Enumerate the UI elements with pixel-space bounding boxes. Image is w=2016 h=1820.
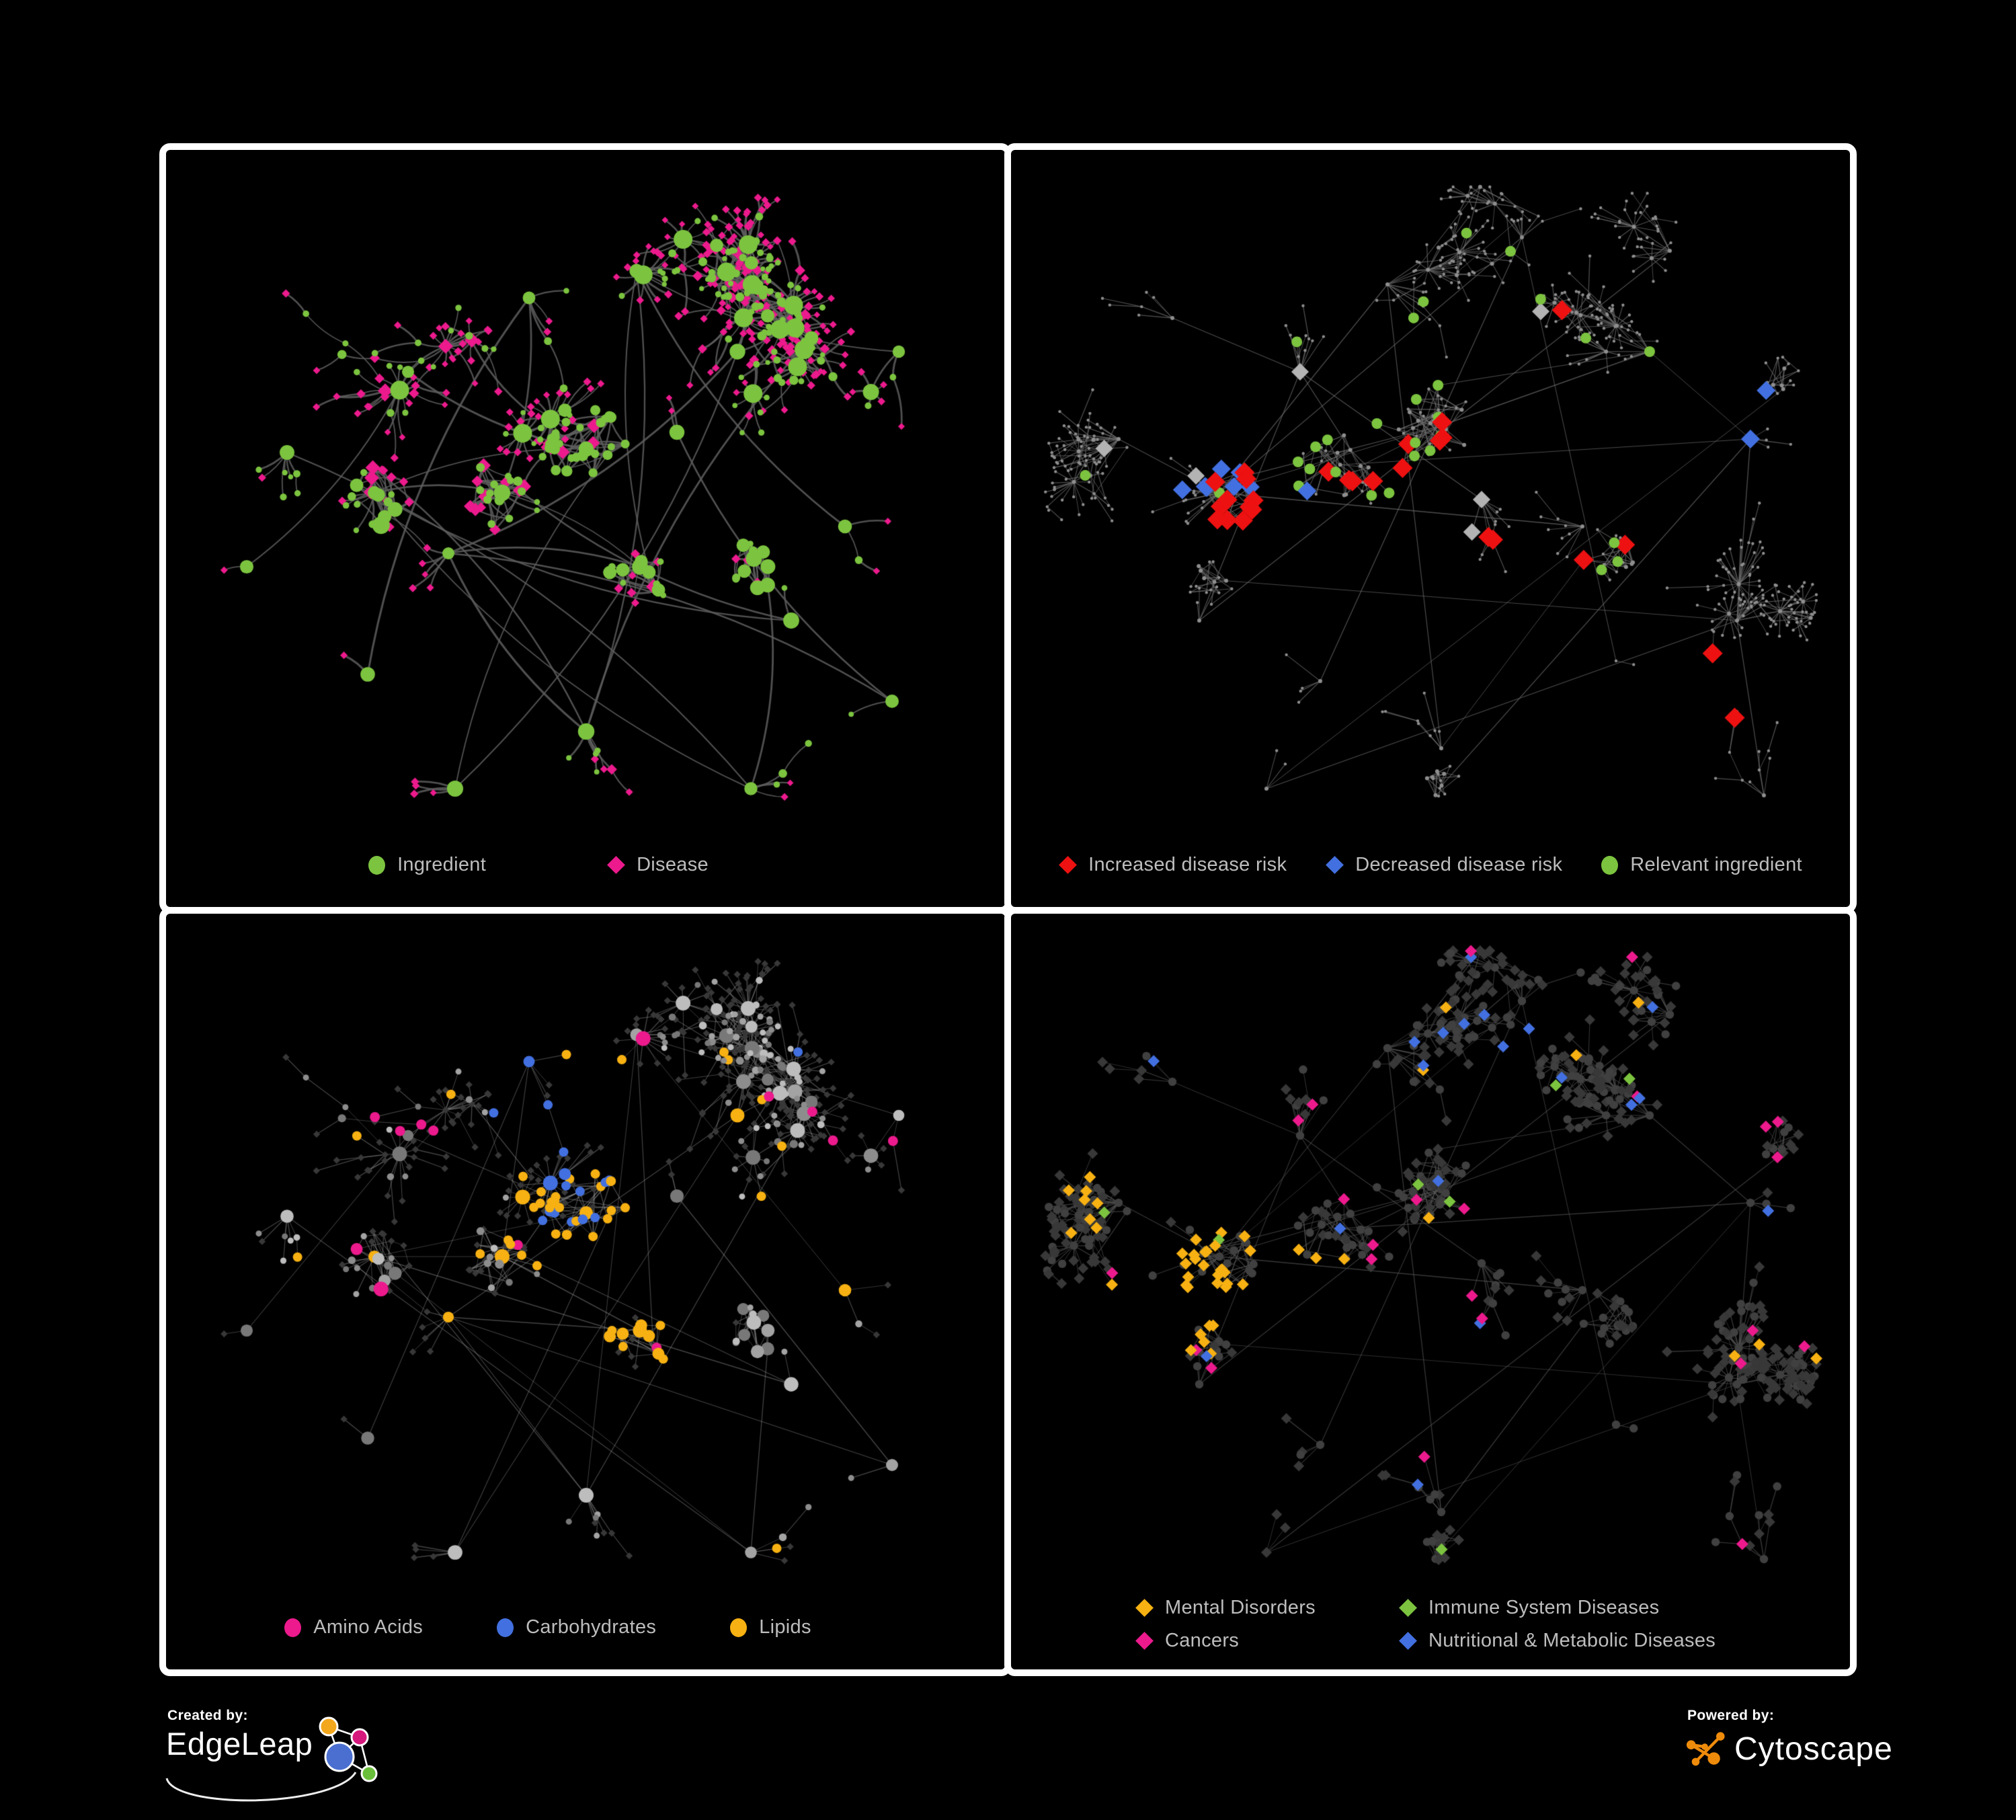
legend-swatch-ingredient — [368, 855, 386, 875]
legend-label: Decreased disease risk — [1355, 854, 1563, 875]
cytoscape-node — [1686, 1740, 1696, 1749]
legend-swatch-nutritional-diseases — [1399, 1632, 1417, 1650]
panel-nutrient-classes-network: Amino Acids Carbohydrates Lipids — [159, 907, 1012, 1676]
legend-swatch-cancers — [1135, 1632, 1154, 1650]
legend-swatch-increased-risk — [1059, 856, 1078, 874]
edgeleap-swoosh — [165, 1772, 357, 1802]
legend-item: Immune System Diseases — [1399, 1597, 1716, 1619]
legend-swatch-mental-disorders — [1135, 1599, 1154, 1617]
cytoscape-logo-row: Cytoscape — [1685, 1728, 1893, 1770]
edgeleap-node-pink — [350, 1728, 369, 1747]
legend-label: Amino Acids — [313, 1616, 424, 1638]
legend-label: Cancers — [1165, 1630, 1240, 1651]
legend-item: Lipids — [730, 1616, 811, 1638]
legend-item: Relevant ingredient — [1601, 854, 1802, 876]
legend-item: Mental Disorders — [1135, 1597, 1399, 1619]
legend-swatch-immune-diseases — [1399, 1599, 1417, 1617]
edgeleap-node-blue — [324, 1741, 355, 1772]
legend-item: Increased disease risk — [1059, 854, 1287, 876]
legend-swatch-lipids — [730, 1618, 748, 1637]
legend-label: Immune System Diseases — [1428, 1597, 1660, 1618]
legend-swatch-carbohydrates — [497, 1618, 514, 1637]
created-by-label: Created by: — [167, 1708, 248, 1723]
legend-swatch-amino-acids — [284, 1618, 302, 1637]
network-canvas-disease-categories — [1011, 914, 1850, 1669]
cytoscape-node — [1716, 1732, 1725, 1741]
legend-label: Relevant ingredient — [1630, 854, 1802, 875]
network-canvas-disease-risk — [1011, 150, 1850, 907]
legend-item: Disease — [607, 854, 709, 876]
edgeleap-wordmark: EdgeLeap — [166, 1726, 313, 1762]
edgeleap-node-green — [360, 1765, 378, 1782]
legend-item: Decreased disease risk — [1326, 854, 1562, 876]
cytoscape-wordmark: Cytoscape — [1734, 1731, 1893, 1767]
panel-ingredient-disease-network: Ingredient Disease — [159, 143, 1012, 914]
legend-item: Nutritional & Metabolic Diseases — [1399, 1630, 1716, 1652]
legend-label: Mental Disorders — [1165, 1597, 1316, 1618]
edgeleap-logo — [165, 1716, 378, 1802]
legend-item: Carbohydrates — [497, 1616, 656, 1638]
cytoscape-node — [1707, 1752, 1720, 1765]
legend-label: Disease — [637, 854, 709, 875]
network-canvas-ingredient-disease — [166, 150, 1005, 907]
legend-label: Carbohydrates — [526, 1616, 657, 1638]
edgeleap-branding: Created by: EdgeLeap — [159, 1706, 388, 1815]
legend-swatch-decreased-risk — [1326, 856, 1344, 874]
legend-disease-risk: Increased disease risk Decreased disease… — [1011, 854, 1850, 876]
legend-item: Cancers — [1135, 1630, 1399, 1652]
network-canvas-nutrient-classes — [166, 914, 1005, 1669]
legend-nutrient-classes: Amino Acids Carbohydrates Lipids — [128, 1616, 967, 1638]
legend-label: Ingredient — [397, 854, 487, 875]
cytoscape-node — [1691, 1757, 1700, 1766]
legend-label: Increased disease risk — [1088, 854, 1287, 875]
cytoscape-logo — [1686, 1732, 1725, 1766]
panel-disease-risk-network: Increased disease risk Decreased disease… — [1004, 143, 1857, 914]
legend-item: Ingredient — [368, 854, 486, 876]
legend-swatch-relevant-ingredient — [1601, 855, 1619, 875]
legend-label: Nutritional & Metabolic Diseases — [1428, 1630, 1716, 1651]
legend-swatch-disease — [607, 856, 625, 874]
legend-item: Amino Acids — [284, 1616, 423, 1638]
powered-by-label: Powered by: — [1687, 1708, 1775, 1723]
legend-label: Lipids — [759, 1616, 811, 1638]
cytoscape-branding: Powered by: Cytoscape — [1679, 1706, 1975, 1794]
edgeleap-node-orange — [319, 1716, 339, 1737]
legend-disease-categories: Mental Disorders Immune System Diseases … — [1135, 1597, 1716, 1652]
legend-ingredient-disease: Ingredient Disease — [119, 854, 958, 876]
panel-disease-categories-network: Mental Disorders Immune System Diseases … — [1004, 907, 1857, 1676]
cytoscape-node — [1701, 1743, 1708, 1750]
